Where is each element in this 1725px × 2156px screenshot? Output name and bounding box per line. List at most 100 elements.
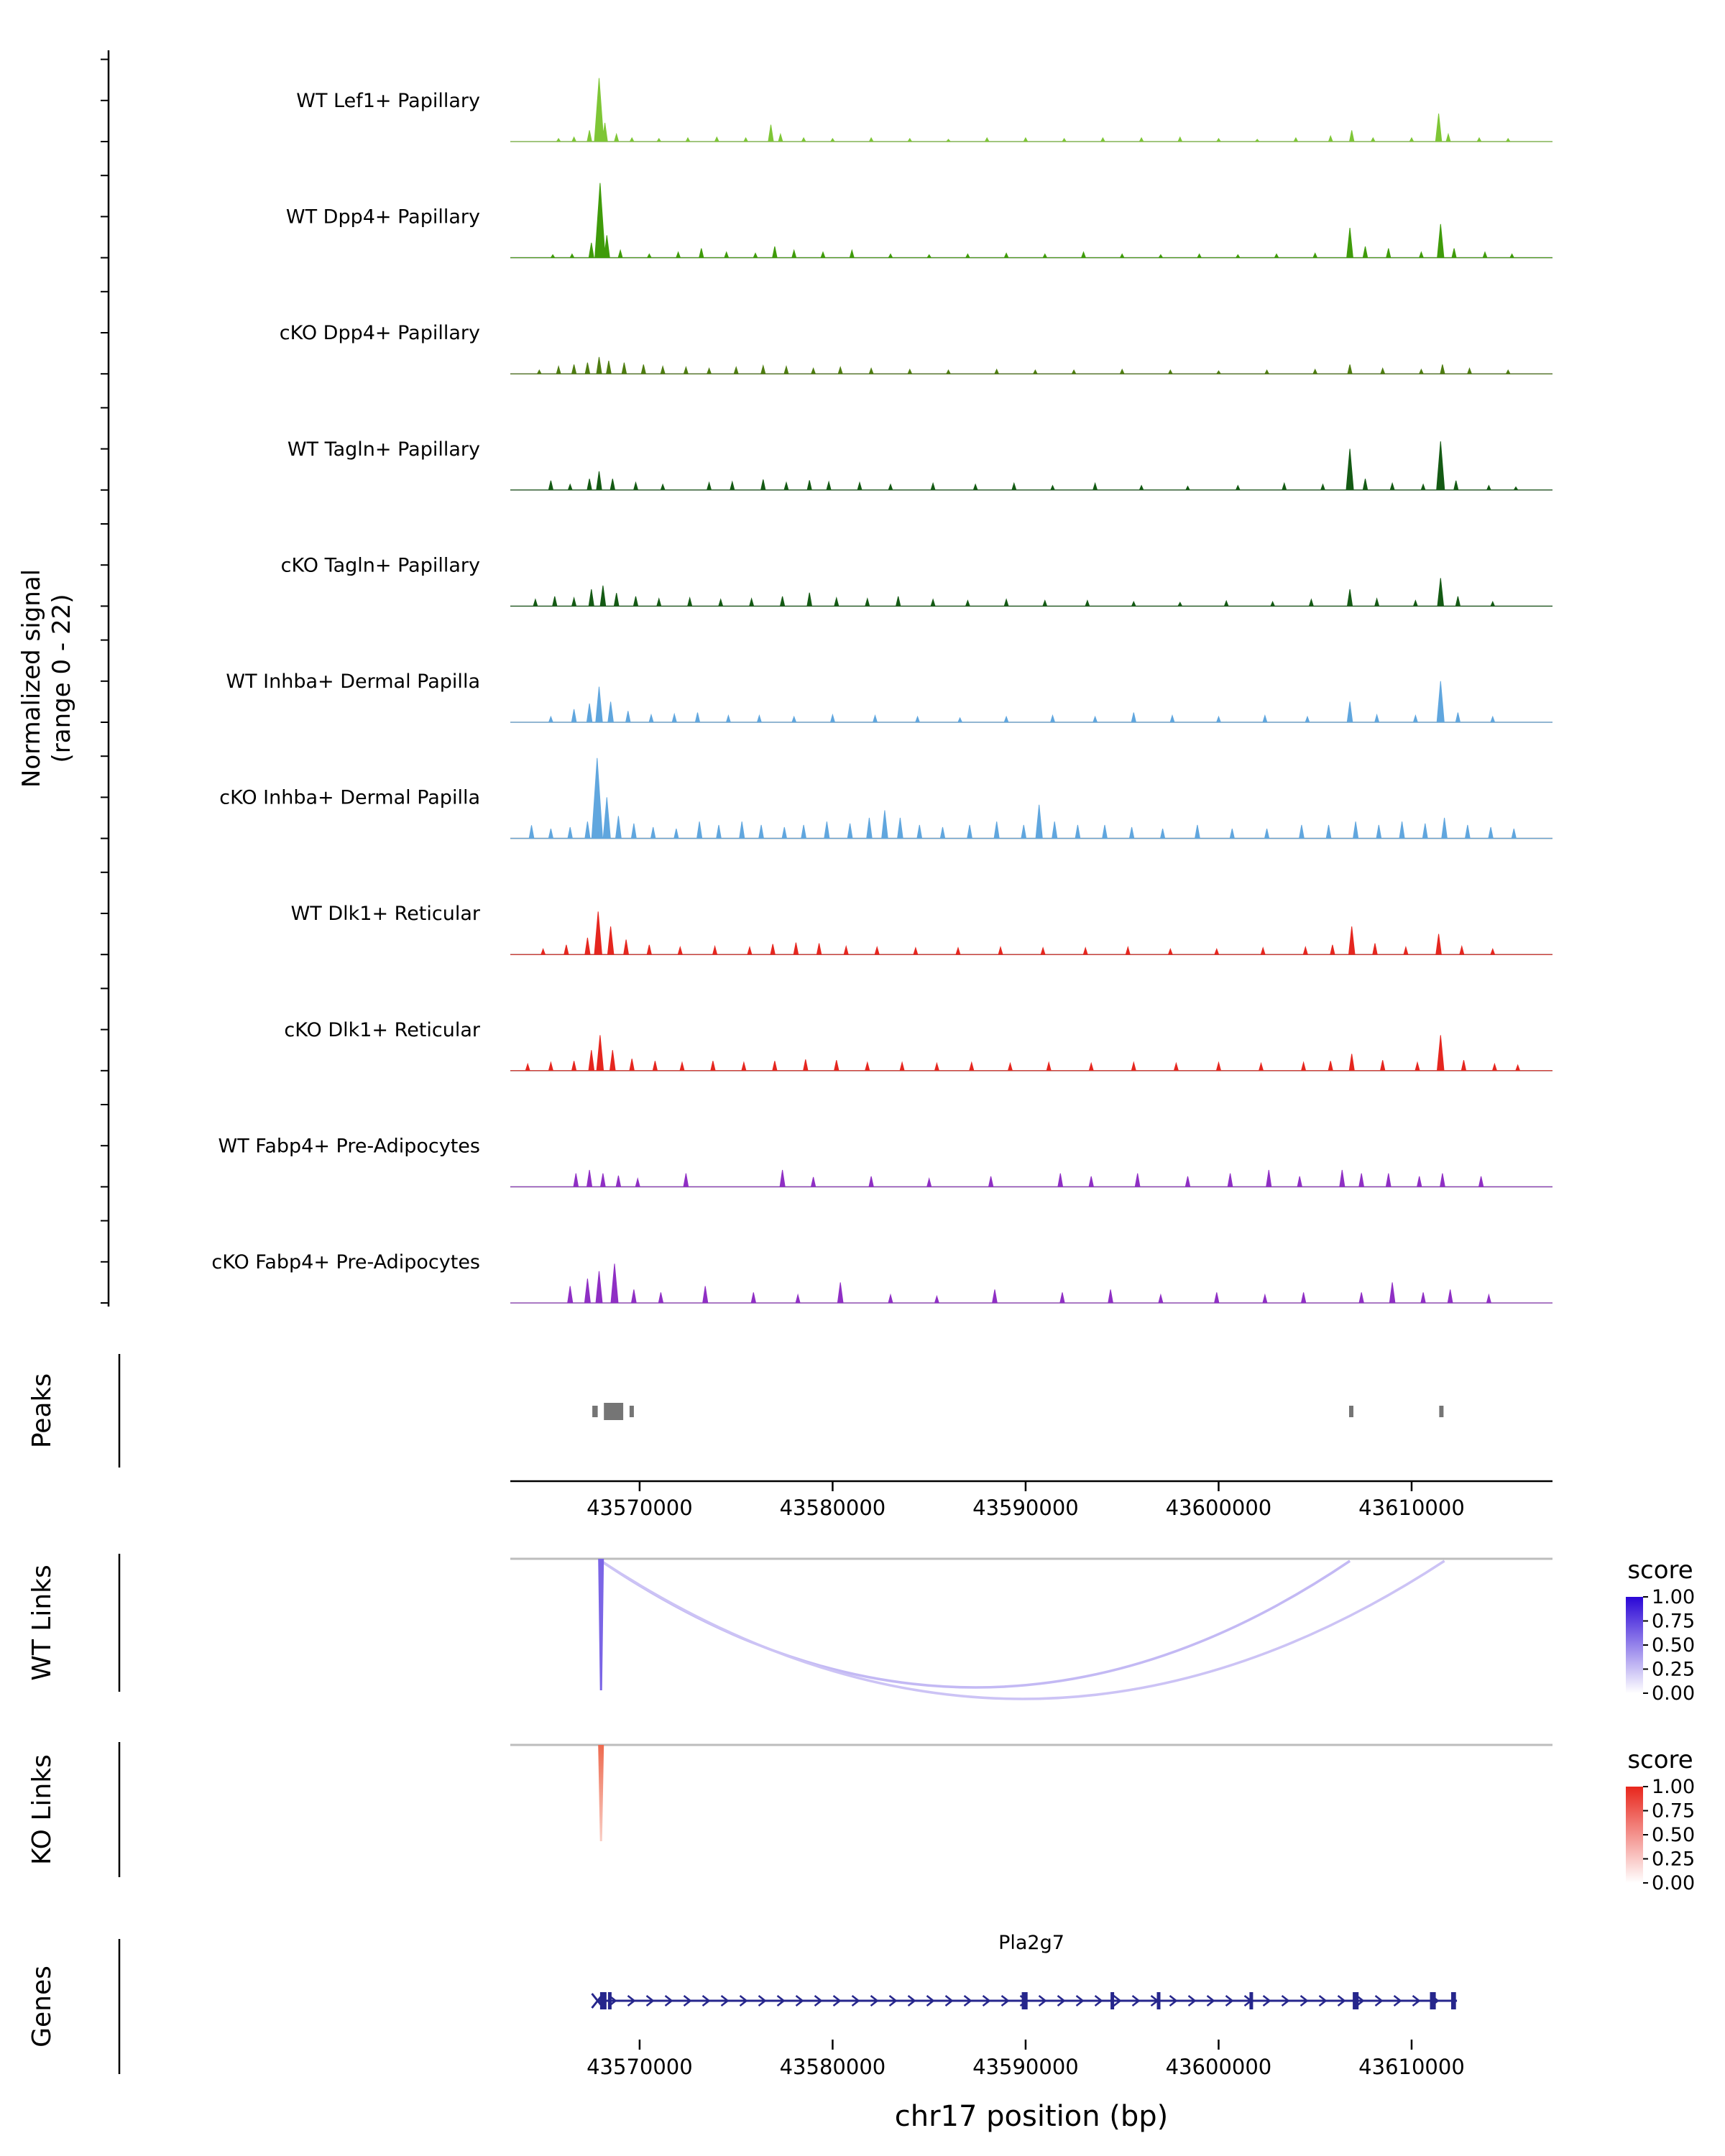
gene-strand-arrow [1374,1994,1384,2007]
signal-track [510,757,1552,839]
x-axis-tick-label: 43590000 [972,1496,1079,1520]
ko-score-legend-tick-label: 0.00 [1652,1872,1695,1894]
signal-track [510,441,1552,491]
signal-track [510,183,1552,259]
gene-strand-arrow [758,1994,767,2007]
ko-score-legend-tick-label: 0.75 [1652,1800,1695,1823]
gene-strand-arrow [851,1994,860,2007]
track-label: WT Inhba+ Dermal Papilla [226,671,480,693]
peak-interval [592,1406,598,1417]
gene-strand-arrow [888,1994,898,2007]
gene-strand-arrow [720,1994,730,2007]
gene-strand-arrow [1206,1994,1215,2007]
track-label: cKO Fabp4+ Pre-Adipocytes [211,1251,480,1273]
gene-exon [1249,1992,1254,2009]
wt-score-legend-tick-label: 0.50 [1652,1634,1695,1657]
y-axis-label-line1: Normalized signal [17,569,46,788]
track-label: cKO Dlk1+ Reticular [284,1019,480,1041]
gene-strand-arrow [870,1994,879,2007]
peak-interval [1439,1406,1444,1417]
gene-exon [607,1992,612,2009]
peak-interval [604,1403,624,1420]
gene-strand-arrow [1094,1994,1103,2007]
gene-strand-arrow [1393,1994,1402,2007]
wt-score-legend-tick-label: 0.25 [1652,1659,1695,1681]
gene-strand-arrow [1187,1994,1197,2007]
signal-track [510,1263,1552,1304]
wt-score-legend-tick-label: 1.00 [1652,1586,1695,1608]
x-axis-tick-label: 43600000 [1166,1496,1272,1520]
gene-exon [1353,1992,1359,2009]
gene-exon [1110,1992,1115,2009]
bottom-x-axis-tick-label: 43610000 [1358,2055,1465,2079]
gene-strand-arrow [702,1994,711,2007]
track-label: cKO Dpp4+ Papillary [280,322,480,344]
signal-track [510,356,1552,374]
gene-exon [599,1992,607,2009]
x-axis-tick-label: 43580000 [780,1496,886,1520]
gene-start-marker [591,1993,604,2009]
gene-strand-arrow [1412,1994,1421,2007]
gene-strand-arrow [944,1994,954,2007]
gene-exon [1156,1992,1161,2009]
wt-score-legend-bar [1626,1597,1643,1693]
peaks-panel-label: Peaks [27,1373,57,1448]
ko-score-legend-tick-label: 1.00 [1652,1776,1695,1798]
gene-strand-arrow [1281,1994,1290,2007]
y-axis-label-line2: (range 0 - 22) [47,594,76,763]
track-label: cKO Tagln+ Papillary [281,554,480,576]
genes-panel-label: Genes [27,1966,57,2047]
gene-strand-arrow [776,1994,786,2007]
generated-chart-content: WT Lef1+ Papillary WT Dpp4+ Papillary cKO … [101,50,1695,2079]
gene-name: Pla2g7 [998,1932,1064,1954]
track-label: WT Fabp4+ Pre-Adipocytes [218,1135,481,1157]
gene-strand-arrow [907,1994,916,2007]
bottom-x-axis-tick-label: 43570000 [586,2055,693,2079]
ko-score-legend-title: score [1627,1746,1693,1774]
gene-strand-arrow [1131,1994,1141,2007]
ko-links-panel-label: KO Links [27,1754,57,1865]
wt-link-anchor [598,1559,604,1690]
x-axis-tick-label: 43610000 [1358,1496,1465,1520]
gene-strand-arrow [814,1994,823,2007]
wt-score-legend-tick-label: 0.75 [1652,1611,1695,1633]
track-label: cKO Inhba+ Dermal Papilla [219,787,480,809]
gene-strand-arrow [832,1994,842,2007]
signal-track [510,578,1552,607]
bottom-x-axis-tick-label: 43600000 [1166,2055,1272,2079]
gene-strand-arrow [795,1994,804,2007]
gene-strand-arrow [926,1994,935,2007]
gene-strand-arrow [1300,1994,1309,2007]
ko-score-legend-tick-label: 0.50 [1652,1824,1695,1846]
gene-strand-arrow [982,1994,991,2007]
gene-strand-arrow [645,1994,655,2007]
gene-strand-arrow [1000,1994,1010,2007]
gene-strand-arrow [1318,1994,1328,2007]
ko-score-legend-tick-label: 0.25 [1652,1848,1695,1871]
gene-strand-arrow [1225,1994,1234,2007]
peak-interval [1349,1406,1353,1417]
gene-strand-arrow [1356,1994,1365,2007]
wt-links-panel-label: WT Links [27,1565,57,1681]
gene-strand-arrow [683,1994,692,2007]
gene-strand-arrow [739,1994,748,2007]
gene-strand-arrow [1113,1994,1122,2007]
signal-track [510,681,1552,723]
wt-score-legend-title: score [1627,1556,1693,1585]
bottom-x-axis-tick-label: 43580000 [780,2055,886,2079]
gene-strand-arrow [1057,1994,1066,2007]
gene-exon [1451,1992,1456,2009]
gene-strand-arrow [1038,1994,1047,2007]
x-axis-tick-label: 43570000 [586,1496,693,1520]
track-label: WT Lef1+ Papillary [296,90,480,112]
gene-strand-arrow [664,1994,673,2007]
bottom-x-axis-tick-label: 43590000 [972,2055,1079,2079]
track-label: WT Dlk1+ Reticular [291,903,481,925]
wt-score-legend-tick-label: 0.00 [1652,1682,1695,1705]
x-axis-title: chr17 position (bp) [895,2100,1169,2133]
gene-strand-arrow [1337,1994,1346,2007]
track-label: WT Dpp4+ Papillary [286,206,480,229]
gene-strand-arrow [1169,1994,1178,2007]
